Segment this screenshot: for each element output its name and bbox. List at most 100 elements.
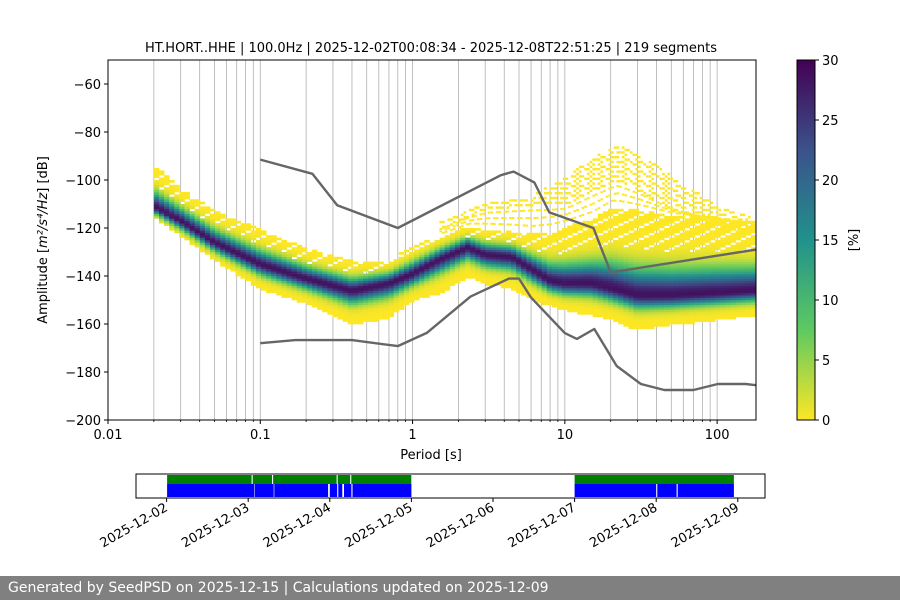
heatmap-cell [638,292,645,296]
heatmap-cell [664,312,670,315]
heatmap-cell-outlier [737,223,740,226]
heatmap-cell [398,264,405,267]
heatmap-cell [659,271,665,274]
heatmap-cell [378,278,384,282]
heatmap-cell [444,283,451,286]
heatmap-cell [337,268,344,272]
heatmap-cell [684,230,691,234]
heatmap-cell-outlier [651,192,655,195]
heatmap-cell [516,252,522,255]
heatmap-cell [679,304,685,308]
heatmap-cell [546,292,553,296]
heatmap-cell [710,244,716,248]
heatmap-cell [296,292,303,296]
heatmap-cell-outlier [597,153,601,156]
heatmap-cell [306,271,313,274]
heatmap-cell [398,271,405,274]
heatmap-cell [613,249,619,253]
heatmap-cell [516,290,522,294]
heatmap-cell [679,216,685,219]
heatmap-cell [735,290,742,294]
heatmap-cell [511,259,517,262]
heatmap-cell [317,273,323,277]
heatmap-cell [215,247,221,250]
x-tick-label: 0.1 [250,428,271,443]
heatmap-cell [357,288,364,291]
heatmap-cell [556,247,563,250]
heatmap-cell [689,273,696,277]
heatmap-cell [699,278,706,282]
heatmap-cell-outlier [600,184,604,188]
heatmap-cell [694,244,701,248]
heatmap-cell [531,295,537,298]
heatmap-cell [628,278,634,282]
heatmap-cell [296,249,303,253]
heatmap-cell [439,288,446,291]
heatmap-cell-outlier [670,209,673,212]
heatmap-cell [689,297,696,301]
heatmap-cell [679,300,685,303]
heatmap-cell [531,273,537,277]
heatmap-cell [546,276,553,279]
heatmap-cell [388,261,395,265]
heatmap-cell [740,290,747,294]
heatmap-cell [730,292,736,296]
heatmap-cell [567,230,573,234]
heatmap-cell-outlier [707,217,711,220]
heatmap-cell [715,285,721,289]
heatmap-cell [403,276,410,279]
heatmap-cell [618,290,624,294]
heatmap-cell [689,268,696,272]
heatmap-cell [715,259,721,262]
heatmap-cell [225,244,231,248]
heatmap-cell [531,249,537,253]
heatmap-cell [434,271,441,274]
heatmap-cell [485,273,492,277]
heatmap-cell [235,232,241,236]
heatmap-cell [500,240,507,243]
heatmap-cell [643,283,650,286]
heatmap-cell [495,273,502,277]
heatmap-cell [363,297,369,301]
heatmap-cell [638,235,645,238]
heatmap-cell [352,309,359,313]
heatmap-cell [261,244,267,248]
heatmap-cell [664,218,670,222]
heatmap-cell-outlier [565,192,569,195]
heatmap-cell [710,302,716,306]
heatmap-cell-outlier [739,223,743,226]
heatmap-cell [694,309,701,313]
heatmap-cell [638,307,645,310]
heatmap-cell [378,314,384,318]
heatmap-cell [597,223,604,226]
heatmap-cell [587,302,594,306]
heatmap-cell [643,297,650,301]
heatmap-cell [745,297,752,301]
heatmap-cell [378,300,384,303]
timeline-tick-label: 2025-12-06 [424,500,497,551]
heatmap-cell [286,252,293,255]
heatmap-cell [312,261,318,265]
heatmap-cell [209,230,216,234]
heatmap-cell [577,225,583,229]
heatmap-cell [750,242,756,246]
heatmap-cell [556,295,563,298]
heatmap-cell [460,247,466,250]
heatmap-cell-outlier [675,209,679,212]
heatmap-cell-outlier [747,216,751,219]
heatmap-cell [684,268,691,272]
heatmap-cell [271,254,277,258]
heatmap-cell [567,273,573,277]
heatmap-cell [526,256,532,260]
heatmap-cell [694,300,701,303]
heatmap-cell [490,283,497,286]
heatmap-cell [613,220,619,224]
heatmap-cell [276,237,282,241]
heatmap-cell [516,268,522,272]
heatmap-cell [245,259,252,262]
heatmap-cell-outlier [519,204,523,207]
heatmap-cell [608,304,614,308]
heatmap-cell [531,254,537,258]
heatmap-cell [184,237,190,241]
heatmap-cell [577,259,583,262]
